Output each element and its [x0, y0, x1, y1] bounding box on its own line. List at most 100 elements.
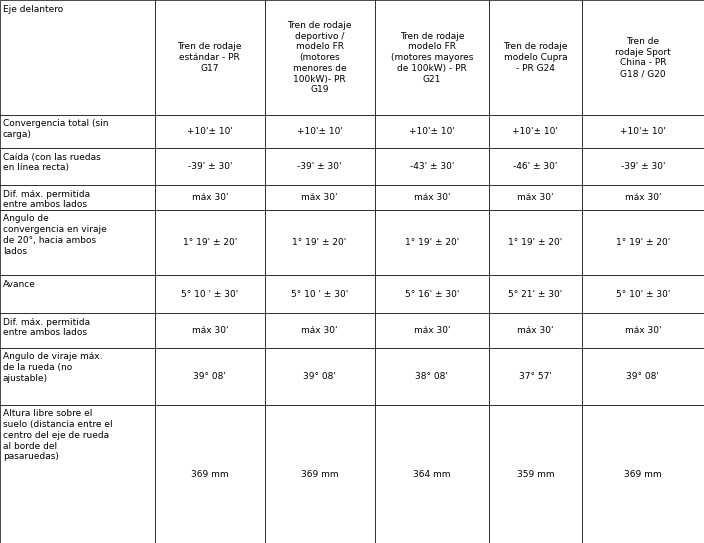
Text: 5° 10 ' ± 30': 5° 10 ' ± 30' [181, 290, 239, 299]
Bar [265, 0, 375, 115]
Bar [582, 275, 704, 313]
Bar [375, 115, 489, 148]
Bar [582, 115, 704, 148]
Text: máx 30': máx 30' [517, 193, 553, 202]
Bar [0, 210, 155, 275]
Bar [375, 148, 489, 185]
Text: máx 30': máx 30' [414, 193, 450, 202]
Text: Dif. máx. permitida
entre ambos lados: Dif. máx. permitida entre ambos lados [3, 190, 90, 209]
Text: -39' ± 30': -39' ± 30' [620, 162, 665, 171]
Text: máx 30': máx 30' [301, 326, 338, 335]
Text: Convergencia total (sin
carga): Convergencia total (sin carga) [3, 119, 108, 139]
Text: +10'± 10': +10'± 10' [409, 127, 455, 136]
Bar [0, 0, 155, 115]
Bar [155, 210, 265, 275]
Bar [375, 405, 489, 543]
Text: 39° 08': 39° 08' [194, 372, 226, 381]
Bar [375, 348, 489, 405]
Bar [265, 275, 375, 313]
Text: 5° 16' ± 30': 5° 16' ± 30' [405, 290, 459, 299]
Text: +10'± 10': +10'± 10' [296, 127, 343, 136]
Bar [375, 185, 489, 210]
Bar [489, 313, 582, 348]
Text: 359 mm: 359 mm [517, 470, 554, 478]
Bar [489, 148, 582, 185]
Text: Angulo de
convergencia en viraje
de 20°, hacia ambos
lados: Angulo de convergencia en viraje de 20°,… [3, 214, 106, 256]
Text: 38° 08': 38° 08' [415, 372, 448, 381]
Text: Tren de
rodaje Sport
China - PR
G18 / G20: Tren de rodaje Sport China - PR G18 / G2… [615, 37, 671, 78]
Text: -43' ± 30': -43' ± 30' [410, 162, 454, 171]
Bar [582, 210, 704, 275]
Text: 5° 10 ' ± 30': 5° 10 ' ± 30' [291, 290, 348, 299]
Bar [155, 115, 265, 148]
Text: máx 30': máx 30' [517, 326, 553, 335]
Bar [582, 185, 704, 210]
Text: 369 mm: 369 mm [624, 470, 662, 478]
Text: 1° 19' ± 20': 1° 19' ± 20' [292, 238, 347, 247]
Text: Tren de rodaje
estándar - PR
G17: Tren de rodaje estándar - PR G17 [177, 42, 242, 73]
Bar [375, 0, 489, 115]
Bar [0, 313, 155, 348]
Text: Tren de rodaje
deportivo /
modelo FR
(motores
menores de
100kW)- PR
G19: Tren de rodaje deportivo / modelo FR (mo… [287, 21, 352, 94]
Text: máx 30': máx 30' [301, 193, 338, 202]
Text: 369 mm: 369 mm [301, 470, 339, 478]
Bar [0, 348, 155, 405]
Bar [582, 148, 704, 185]
Text: 37° 57': 37° 57' [519, 372, 552, 381]
Text: -39' ± 30': -39' ± 30' [297, 162, 342, 171]
Text: máx 30': máx 30' [414, 326, 450, 335]
Text: máx 30': máx 30' [191, 193, 228, 202]
Text: -39' ± 30': -39' ± 30' [187, 162, 232, 171]
Bar [265, 313, 375, 348]
Bar [582, 348, 704, 405]
Text: 1° 19' ± 20': 1° 19' ± 20' [615, 238, 670, 247]
Bar [489, 405, 582, 543]
Bar [375, 313, 489, 348]
Text: 5° 21' ± 30': 5° 21' ± 30' [508, 290, 562, 299]
Text: 5° 10' ± 30': 5° 10' ± 30' [615, 290, 670, 299]
Bar [265, 185, 375, 210]
Bar [155, 348, 265, 405]
Bar [155, 275, 265, 313]
Text: 369 mm: 369 mm [191, 470, 229, 478]
Text: +10'± 10': +10'± 10' [187, 127, 233, 136]
Bar [375, 275, 489, 313]
Text: Avance: Avance [3, 280, 36, 289]
Bar [0, 115, 155, 148]
Bar [0, 405, 155, 543]
Text: +10'± 10': +10'± 10' [620, 127, 666, 136]
Text: -46' ± 30': -46' ± 30' [513, 162, 558, 171]
Bar [375, 210, 489, 275]
Text: máx 30': máx 30' [624, 193, 661, 202]
Bar [265, 148, 375, 185]
Bar [155, 0, 265, 115]
Text: Dif. máx. permitida
entre ambos lados: Dif. máx. permitida entre ambos lados [3, 318, 90, 337]
Bar [0, 275, 155, 313]
Text: 1° 19' ± 20': 1° 19' ± 20' [182, 238, 237, 247]
Bar [582, 0, 704, 115]
Text: 364 mm: 364 mm [413, 470, 451, 478]
Bar [489, 0, 582, 115]
Bar [489, 115, 582, 148]
Text: Altura libre sobre el
suelo (distancia entre el
centro del eje de rueda
al borde: Altura libre sobre el suelo (distancia e… [3, 409, 113, 462]
Text: máx 30': máx 30' [624, 326, 661, 335]
Text: 1° 19' ± 20': 1° 19' ± 20' [508, 238, 562, 247]
Bar [265, 115, 375, 148]
Text: 39° 08': 39° 08' [303, 372, 336, 381]
Bar [0, 148, 155, 185]
Bar [489, 275, 582, 313]
Bar [265, 210, 375, 275]
Text: Angulo de viraje máx.
de la rueda (no
ajustable): Angulo de viraje máx. de la rueda (no aj… [3, 352, 102, 383]
Bar [155, 313, 265, 348]
Text: +10'± 10': +10'± 10' [513, 127, 558, 136]
Bar [265, 348, 375, 405]
Bar [265, 405, 375, 543]
Text: 1° 19' ± 20': 1° 19' ± 20' [405, 238, 459, 247]
Text: Eje delantero: Eje delantero [3, 5, 63, 15]
Bar [0, 185, 155, 210]
Bar [582, 313, 704, 348]
Bar [489, 348, 582, 405]
Bar [489, 185, 582, 210]
Bar [489, 210, 582, 275]
Text: 39° 08': 39° 08' [627, 372, 659, 381]
